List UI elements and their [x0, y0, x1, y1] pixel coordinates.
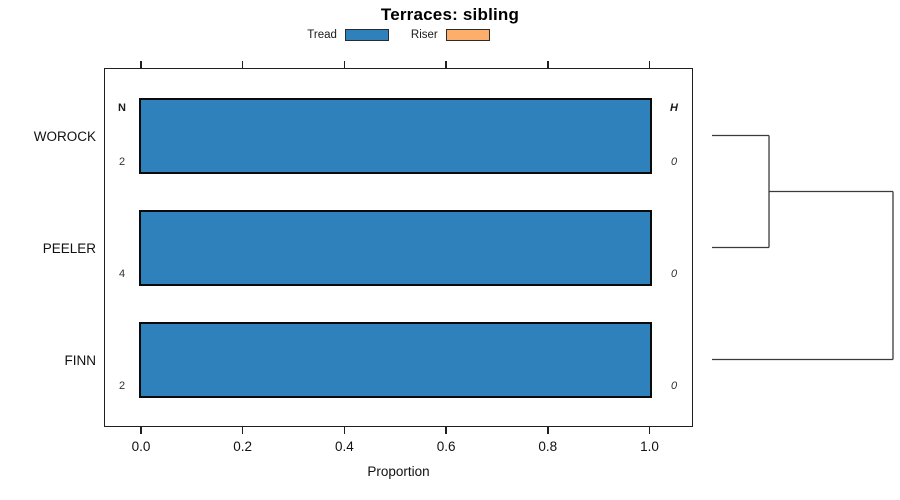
- legend-swatch: [344, 29, 389, 41]
- bar-peeler-tread: [139, 209, 652, 286]
- legend-item-riser: Riser: [411, 29, 490, 41]
- legend-swatch: [445, 29, 490, 41]
- n-value-peeler: 4: [118, 268, 126, 280]
- bar-finn-tread: [139, 321, 652, 398]
- x-tick-top-0.2: [241, 61, 244, 68]
- y-axis-label-worock: WOROCK: [33, 128, 96, 144]
- n-value-worock: 2: [118, 156, 126, 168]
- h-value-finn: 0: [670, 380, 678, 392]
- x-tick-top-0.8: [547, 61, 549, 68]
- x-tick-label-0.2: 0.2: [233, 439, 253, 454]
- left-column-header: N: [118, 102, 126, 114]
- n-value-finn: 2: [118, 380, 126, 392]
- chart-title: Terraces: sibling: [380, 5, 520, 24]
- x-tick-top-0.4: [343, 61, 346, 68]
- x-tick-label-0.0: 0.0: [131, 439, 151, 454]
- h-value-peeler: 0: [670, 268, 678, 280]
- x-tick-bottom-0.6: [445, 427, 447, 434]
- legend: Tread Riser: [104, 27, 693, 43]
- x-tick-top-1.0: [648, 61, 651, 68]
- x-tick-label-0.6: 0.6: [436, 439, 456, 454]
- legend-item-tread: Tread: [307, 29, 389, 41]
- legend-label: Riser: [410, 29, 438, 41]
- x-tick-label-0.4: 0.4: [335, 439, 354, 454]
- x-tick-bottom-0.8: [547, 427, 549, 434]
- x-tick-bottom-0.0: [140, 427, 142, 434]
- y-axis-label-finn: FINN: [64, 352, 97, 368]
- x-tick-bottom-0.2: [241, 427, 244, 434]
- x-tick-bottom-1.0: [648, 427, 651, 434]
- x-tick-label-0.8: 0.8: [538, 439, 558, 454]
- x-tick-top-0.6: [445, 61, 447, 68]
- h-value-worock: 0: [670, 156, 678, 168]
- x-tick-label-1.0: 1.0: [640, 439, 659, 454]
- x-axis-label: Proportion: [367, 464, 430, 479]
- x-tick-top-0.0: [140, 61, 142, 68]
- legend-label: Tread: [307, 29, 337, 41]
- x-tick-bottom-0.4: [343, 427, 346, 434]
- y-axis-label-peeler: PEELER: [42, 240, 96, 256]
- right-column-header: H: [670, 102, 678, 114]
- bar-worock-tread: [139, 97, 652, 174]
